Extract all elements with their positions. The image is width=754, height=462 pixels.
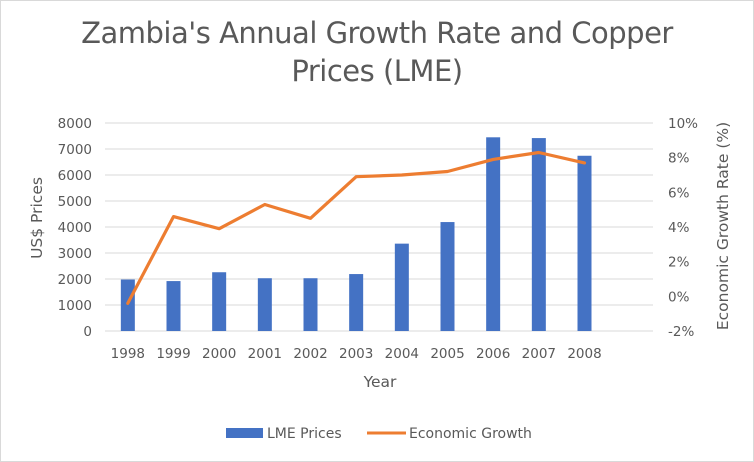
bar: [577, 155, 592, 331]
y-tick-label: 6000: [58, 168, 92, 184]
x-tick-label: 2007: [522, 346, 556, 362]
bar: [257, 278, 272, 331]
bar: [120, 279, 135, 331]
x-tick-label: 2001: [248, 346, 282, 362]
chart-title-line-1: Zambia's Annual Growth Rate and Copper: [81, 16, 673, 50]
bar: [486, 137, 501, 331]
bar: [394, 243, 409, 331]
x-tick-label: 2003: [339, 346, 373, 362]
y-axis-left-ticks: 0 1000 2000 3000 4000 5000 6000 7000 8000: [58, 116, 92, 340]
legend: LME Prices Economic Growth: [226, 426, 532, 442]
bar: [166, 281, 181, 331]
x-tick-label: 1998: [111, 346, 145, 362]
x-tick-label: 2002: [293, 346, 327, 362]
y2-tick-label: 2%: [668, 255, 690, 271]
legend-label-lme-prices: LME Prices: [267, 426, 342, 442]
y2-tick-label: 8%: [668, 151, 690, 167]
x-axis-ticks: 1998 1999 2000 2001 2002 2003 2004 2005 2006 2007…: [111, 346, 602, 362]
y2-tick-label: 4%: [668, 220, 690, 236]
x-axis-title: Year: [363, 373, 397, 391]
y2-tick-label: -2%: [668, 324, 694, 340]
y2-axis-title: Economic Growth Rate (%): [714, 122, 732, 330]
chart-title: Zambia's Annual Growth Rate and Copper P…: [0, 14, 754, 90]
x-tick-label: 1999: [156, 346, 190, 362]
y-tick-label: 2000: [58, 272, 92, 288]
bar: [531, 138, 546, 331]
y2-tick-label: 6%: [668, 185, 690, 201]
bar: [212, 272, 227, 331]
gridlines: [105, 122, 653, 332]
line-series-economic-growth: [126, 150, 587, 305]
bar: [349, 274, 364, 331]
legend-label-economic-growth: Economic Growth: [409, 426, 532, 442]
chart-title-line-2: Prices (LME): [291, 54, 463, 88]
legend-swatch-lme-prices: [226, 428, 263, 438]
y-tick-label: 7000: [58, 142, 92, 158]
x-tick-label: 2000: [202, 346, 236, 362]
y-axis-right-ticks: -2% 0% 2% 4% 6% 8% 10%: [668, 116, 698, 340]
bar: [303, 278, 318, 331]
x-tick-label: 2005: [430, 346, 464, 362]
y-tick-label: 4000: [58, 220, 92, 236]
bar-series-lme-prices: [120, 137, 592, 331]
x-tick-label: 2008: [567, 346, 601, 362]
x-tick-label: 2004: [385, 346, 419, 362]
y-tick-label: 1000: [58, 298, 92, 314]
y2-tick-label: 10%: [668, 116, 698, 132]
bar: [440, 222, 455, 331]
y-tick-label: 3000: [58, 246, 92, 262]
y2-tick-label: 0%: [668, 289, 690, 305]
y-tick-label: 5000: [58, 194, 92, 210]
growth-line: [126, 150, 587, 305]
y-tick-label: 8000: [58, 116, 92, 132]
x-tick-label: 2006: [476, 346, 510, 362]
y-tick-label: 0: [83, 324, 92, 340]
y-axis-title: US$ Prices: [28, 177, 46, 259]
